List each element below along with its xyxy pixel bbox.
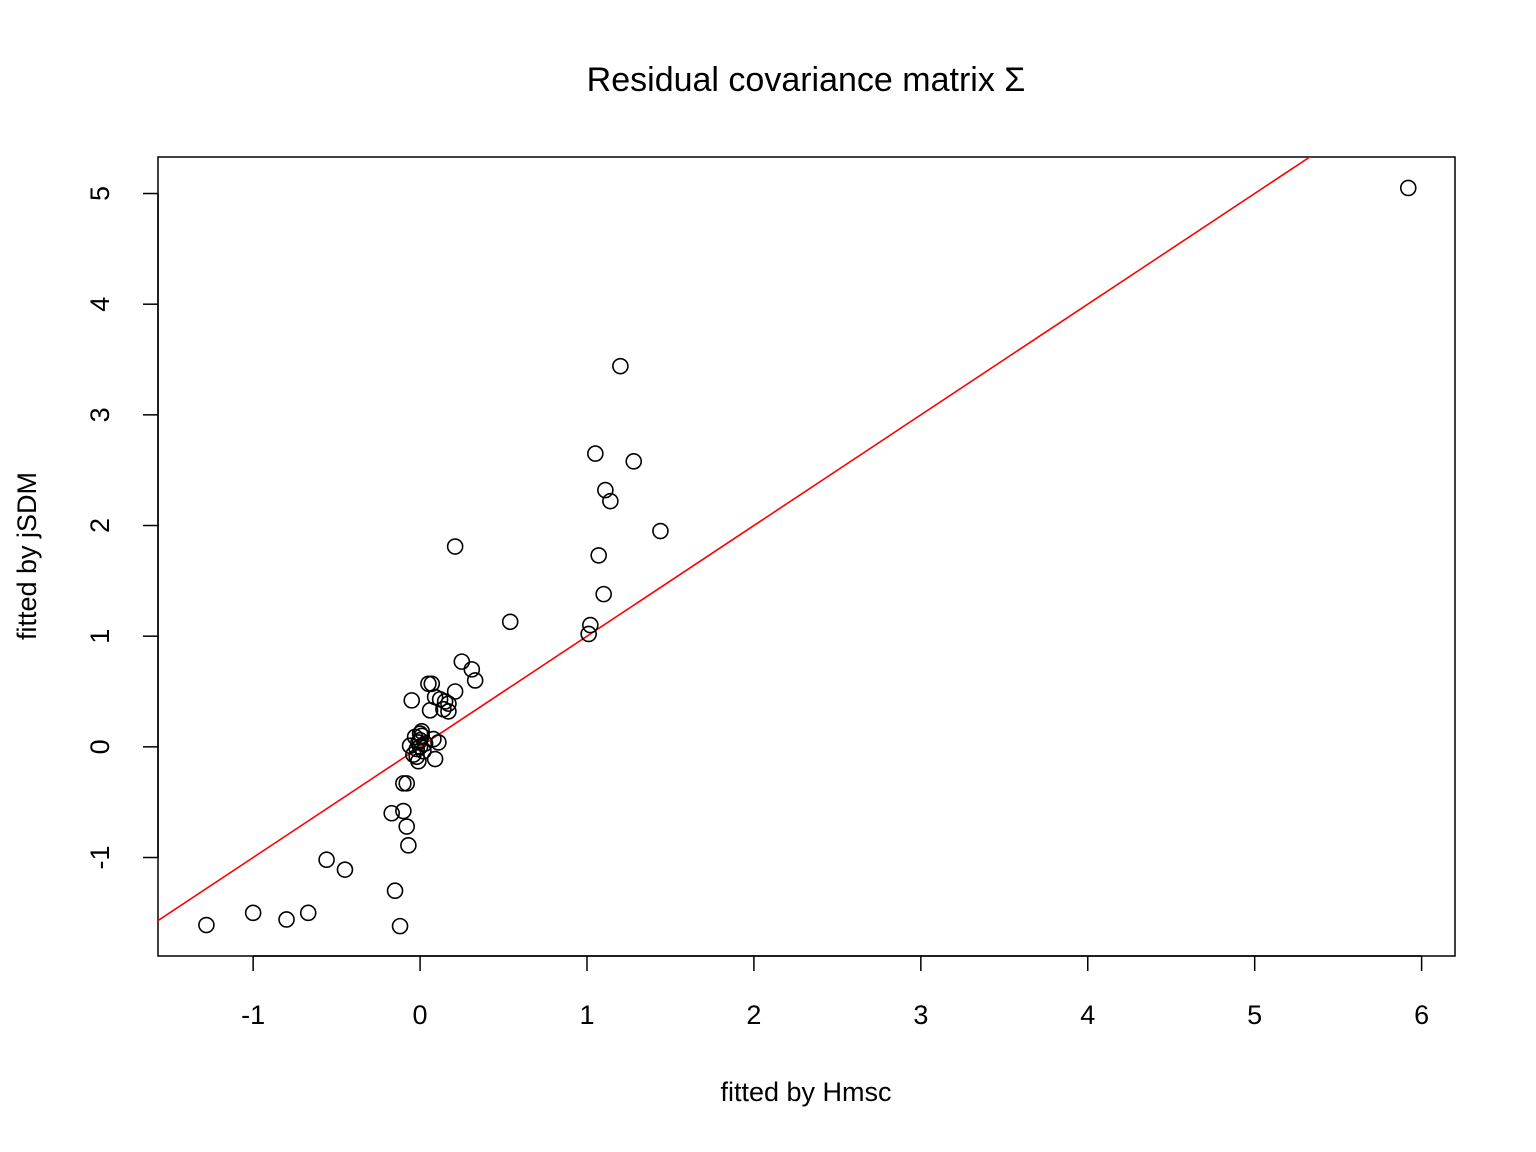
- y-tick-label: -1: [85, 846, 115, 870]
- x-tick-label: 5: [1247, 1000, 1262, 1030]
- data-point: [602, 492, 619, 510]
- data-point: [299, 904, 317, 922]
- x-tick-label: 0: [413, 1000, 428, 1030]
- data-point: [395, 802, 412, 820]
- data-point: [587, 445, 604, 462]
- data-point: [391, 917, 409, 935]
- points-layer: [198, 179, 1417, 935]
- y-tick-label: 2: [85, 518, 115, 533]
- x-axis: -1 0 1 2 3 4 5 6: [241, 955, 1429, 1030]
- y-tick-label: 4: [85, 297, 115, 312]
- x-tick-label: 3: [913, 1000, 928, 1030]
- data-point: [386, 882, 404, 900]
- data-point: [400, 837, 417, 854]
- data-point: [595, 585, 612, 603]
- plot-frame: [157, 156, 1456, 957]
- y-tick-label: 1: [85, 629, 115, 644]
- data-point: [582, 616, 599, 634]
- data-point: [244, 904, 262, 922]
- x-tick-label: 6: [1414, 1000, 1429, 1030]
- data-point: [383, 804, 400, 822]
- data-point: [590, 547, 607, 564]
- data-point: [466, 672, 484, 689]
- x-tick-label: 1: [579, 1000, 594, 1030]
- x-tick-label: -1: [241, 1000, 265, 1030]
- data-point: [318, 851, 335, 869]
- data-point: [426, 750, 444, 768]
- data-point: [398, 775, 416, 792]
- x-axis-label: fitted by Hmsc: [720, 1077, 891, 1107]
- reference-line-layer: [158, 157, 1312, 922]
- data-point: [411, 731, 429, 749]
- data-point: [336, 861, 354, 878]
- data-point: [453, 653, 471, 670]
- y-tick-label: 3: [85, 407, 115, 422]
- y-tick-label: 5: [85, 186, 115, 201]
- data-point: [597, 481, 614, 499]
- data-point: [430, 734, 447, 751]
- x-tick-label: 4: [1080, 1000, 1095, 1030]
- data-point: [423, 675, 441, 693]
- data-point: [580, 625, 597, 643]
- data-point: [625, 453, 643, 470]
- data-point: [652, 522, 669, 540]
- data-point: [463, 661, 481, 678]
- y-axis-label: fitted by jSDM: [12, 472, 42, 640]
- data-point: [1399, 179, 1417, 197]
- x-tick-label: 2: [746, 1000, 761, 1030]
- data-point: [395, 775, 412, 792]
- data-point: [403, 692, 421, 709]
- y-axis: -1 0 1 2 3 4 5: [85, 186, 159, 870]
- data-point: [612, 357, 629, 375]
- y-tick-label: 0: [85, 739, 115, 754]
- data-point: [198, 916, 215, 934]
- data-point: [278, 911, 295, 928]
- data-point: [410, 752, 427, 770]
- data-point: [446, 538, 464, 555]
- chart-title: Residual covariance matrix Σ: [587, 61, 1026, 99]
- data-point: [398, 818, 416, 835]
- data-point: [440, 695, 457, 712]
- data-point: [421, 702, 439, 719]
- data-point: [440, 703, 457, 720]
- data-point: [501, 613, 519, 631]
- data-point: [436, 693, 454, 710]
- reference-line: [158, 157, 1312, 922]
